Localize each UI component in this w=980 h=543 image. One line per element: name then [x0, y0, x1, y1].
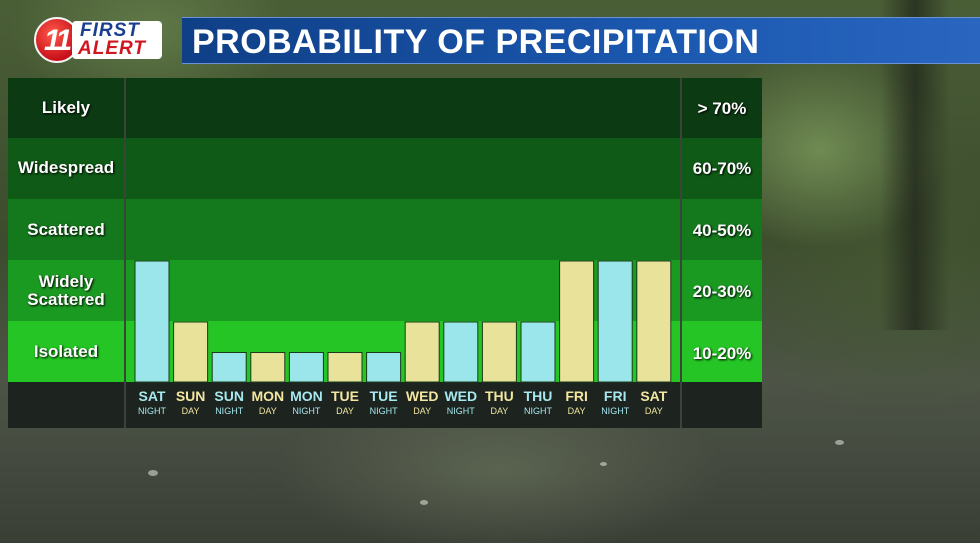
- bars-layer: SAT NIGHT SUN DAY SUN NIGHT MON DAY MON NIGHT TUE D…: [134, 260, 672, 416]
- logo-first: FIRST: [80, 20, 140, 41]
- band-range-scattered: 40-50%: [692, 221, 752, 240]
- logo-box: [72, 21, 162, 59]
- tick-label-period: NIGHT: [601, 406, 630, 416]
- band-range-widespread: 60-70%: [692, 159, 752, 178]
- tick-label-day: TUE: [331, 388, 359, 404]
- page-title: PROBABILITY OF PRECIPITATION: [192, 23, 760, 61]
- tick-label-period: DAY: [645, 406, 663, 416]
- bar-fri-night: [597, 260, 633, 383]
- tick-label-period: DAY: [413, 406, 431, 416]
- bar-tue-day: [327, 352, 363, 383]
- bar-sat-day: [636, 260, 672, 383]
- tick-label-day: THU: [524, 388, 553, 404]
- tick-label-day: THU: [485, 388, 514, 404]
- band-range-isolated: 10-20%: [692, 344, 752, 363]
- tick-label-day: SAT: [640, 388, 667, 404]
- tick-label-day: MON: [251, 388, 284, 404]
- bar-sun-day: [173, 321, 209, 383]
- background-raindrop: [600, 462, 607, 466]
- tick-label-period: NIGHT: [138, 406, 167, 416]
- tick-label-day: TUE: [370, 388, 398, 404]
- bar-mon-day: [250, 352, 286, 383]
- tick-label-day: FRI: [565, 388, 588, 404]
- title-bar: PROBABILITY OF PRECIPITATION: [182, 17, 980, 64]
- tick-label-period: DAY: [490, 406, 508, 416]
- tick-label-period: NIGHT: [524, 406, 553, 416]
- bar-sat-night: [134, 260, 170, 383]
- background-raindrop: [148, 470, 158, 476]
- background-raindrop: [420, 500, 428, 505]
- tick-label-period: NIGHT: [370, 406, 399, 416]
- band-label-likely: Likely: [41, 98, 91, 117]
- bar-wed-night: [443, 321, 479, 383]
- left-divider: [124, 78, 126, 428]
- bar-thu-day: [481, 321, 517, 383]
- logo-number: 11: [44, 24, 72, 57]
- tick-label-period: DAY: [568, 406, 586, 416]
- band-label-isolated: Isolated: [33, 342, 99, 361]
- bar-wed-day: [404, 321, 440, 383]
- band-widespread: [8, 138, 762, 199]
- tick-label-period: DAY: [182, 406, 200, 416]
- axis-strip: [8, 382, 762, 428]
- tick-label-day: WED: [444, 388, 477, 404]
- band-likely: [8, 78, 762, 138]
- band-label-scattered: Scattered: [27, 220, 105, 239]
- tick-label-day: FRI: [604, 388, 627, 404]
- tick-label-period: NIGHT: [215, 406, 244, 416]
- bar-fri-day: [559, 260, 595, 383]
- first-alert-logo: 11 FIRST ALERT: [34, 15, 166, 63]
- tick-label-day: SUN: [214, 388, 244, 404]
- background-raindrop: [835, 440, 844, 445]
- band-range-likely: > 70%: [697, 99, 747, 118]
- tick-label-day: MON: [290, 388, 323, 404]
- right-divider: [680, 78, 682, 428]
- logo-alert: ALERT: [78, 38, 146, 59]
- bar-sun-night: [211, 352, 247, 383]
- band-label-widespread: Widespread: [17, 158, 115, 177]
- tick-label-period: DAY: [336, 406, 354, 416]
- tick-label-period: DAY: [259, 406, 277, 416]
- band-range-widely-scattered: 20-30%: [692, 282, 752, 301]
- bar-thu-night: [520, 321, 556, 383]
- bar-mon-night: [288, 352, 324, 383]
- bar-tue-night: [366, 352, 402, 383]
- tick-label-period: NIGHT: [447, 406, 476, 416]
- tick-label-day: SUN: [176, 388, 206, 404]
- tick-label-day: WED: [406, 388, 439, 404]
- tick-label-period: NIGHT: [292, 406, 321, 416]
- band-scattered: [8, 199, 762, 260]
- precipitation-chart: Likely Widespread Scattered Widely Scatt…: [8, 78, 762, 428]
- band-label-widely-scattered: Widely Scattered: [8, 273, 124, 309]
- band-label-widely-scattered-text: Widely Scattered: [27, 272, 105, 309]
- tick-label-day: SAT: [139, 388, 166, 404]
